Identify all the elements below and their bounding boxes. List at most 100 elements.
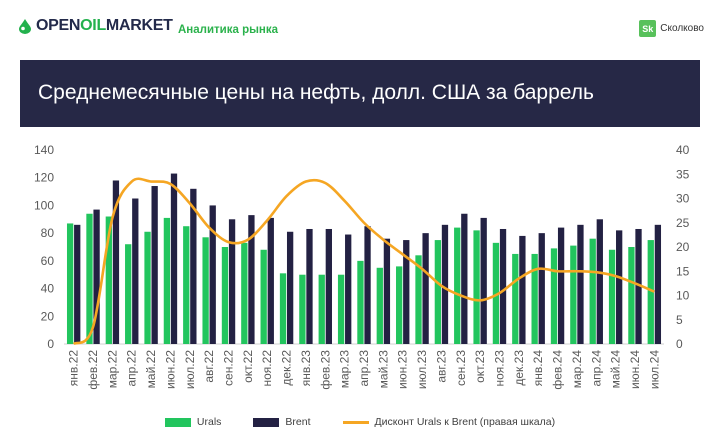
x-tick-label: июл.24	[647, 350, 661, 389]
bar-urals	[144, 231, 151, 344]
bar-brent	[325, 228, 332, 344]
x-tick-label: янв.24	[531, 350, 545, 387]
x-tick-label: ноя.23	[492, 350, 506, 387]
y-left-tick-label: 80	[41, 226, 55, 240]
bar-brent	[519, 235, 526, 344]
bar-urals	[183, 226, 190, 344]
x-tick-label: сен.22	[222, 350, 236, 386]
x-tick-label: дек.23	[512, 350, 526, 386]
bar-urals	[628, 247, 635, 344]
x-tick-label: июл.23	[415, 350, 429, 389]
logo-suffix: MARKET	[105, 17, 173, 34]
x-tick-label: янв.22	[67, 350, 81, 387]
x-tick-label: окт.22	[241, 350, 255, 383]
bar-urals	[241, 242, 248, 344]
chart-title: Среднемесячные цены на нефть, долл. США …	[38, 81, 594, 104]
bar-brent	[654, 224, 662, 344]
openoilmarket-logo[interactable]: OPENOILMARKET	[17, 17, 173, 35]
x-tick-label: июн.23	[396, 350, 410, 389]
bar-urals	[531, 253, 538, 344]
y-left-tick-label: 20	[41, 309, 55, 323]
skolkovo-name: Сколково	[660, 23, 704, 34]
bar-urals	[589, 238, 596, 344]
bar-brent	[538, 233, 545, 344]
bar-urals	[105, 216, 112, 344]
tagline: Аналитика рынка	[178, 24, 279, 36]
bar-urals	[434, 240, 442, 344]
y-left-tick-label: 0	[47, 337, 54, 351]
bar-urals	[608, 249, 616, 344]
bar-brent	[151, 186, 158, 344]
title-band: Среднемесячные цены на нефть, долл. США …	[20, 60, 700, 127]
bar-brent	[441, 224, 449, 344]
bar-brent	[267, 217, 274, 344]
x-tick-label: янв.23	[299, 350, 313, 387]
bar-urals	[260, 249, 267, 344]
bar-brent	[557, 227, 565, 344]
x-tick-label: май.22	[144, 350, 158, 389]
x-tick-label: июн.24	[628, 350, 642, 389]
y-right-tick-label: 35	[676, 167, 690, 181]
x-tick-label: авг.23	[434, 350, 448, 383]
x-tick-label: июл.22	[183, 350, 197, 389]
legend-swatch-discount	[342, 420, 369, 424]
bar-urals	[125, 244, 132, 344]
oil-drop-icon	[19, 19, 31, 34]
x-tick-label: ноя.22	[260, 350, 274, 387]
y-right-tick-label: 5	[676, 313, 683, 327]
bar-brent	[132, 198, 139, 344]
bar-brent	[286, 231, 294, 344]
bar-brent	[383, 238, 391, 344]
bar-urals	[163, 217, 171, 344]
bar-brent	[93, 209, 100, 344]
bar-brent	[616, 230, 623, 344]
x-tick-label: фев.23	[318, 350, 332, 390]
y-right-tick-label: 10	[676, 289, 690, 303]
logo-prefix: OPEN	[36, 17, 81, 34]
bar-brent	[403, 240, 410, 344]
legend-label-brent: Brent	[285, 416, 311, 428]
y-right-tick-label: 25	[676, 216, 690, 230]
y-left-tick-label: 140	[34, 143, 54, 157]
bar-urals	[473, 230, 480, 344]
bar-brent	[461, 213, 468, 344]
x-tick-label: мар.23	[338, 350, 352, 389]
legend-item-discount: Дисконт Urals к Brent (правая шкала)	[342, 416, 555, 428]
bar-urals	[86, 213, 93, 344]
bar-brent	[480, 217, 487, 344]
bar-brent	[306, 228, 313, 344]
x-tick-label: фев.24	[551, 350, 565, 390]
y-right-tick-label: 20	[676, 240, 690, 254]
bar-urals	[512, 253, 519, 344]
legend-item-urals: Urals	[164, 416, 221, 428]
bar-brent	[228, 219, 236, 344]
bar-brent	[74, 224, 81, 344]
bar-brent	[248, 215, 255, 344]
bar-urals	[570, 245, 577, 344]
bar-urals	[318, 274, 325, 344]
bar-urals	[66, 223, 74, 344]
x-tick-label: май.24	[609, 350, 623, 389]
bar-urals	[299, 274, 306, 344]
bar-brent	[596, 219, 603, 344]
bar-brent	[209, 205, 216, 344]
legend-swatch-urals	[164, 417, 191, 427]
y-right-tick-label: 15	[676, 264, 690, 278]
x-tick-label: апр.23	[357, 350, 371, 387]
bar-brent	[422, 233, 429, 344]
x-tick-label: авг.22	[202, 350, 216, 383]
x-tick-label: дек.22	[280, 350, 294, 386]
y-right-tick-label: 40	[676, 143, 690, 157]
bar-urals	[202, 237, 209, 344]
y-right-tick-label: 30	[676, 192, 690, 206]
header-bar: OPENOILMARKET Аналитика рынка Sk Сколков…	[0, 0, 720, 58]
bar-brent	[577, 224, 584, 344]
y-left-tick-label: 120	[34, 171, 54, 185]
oil-price-chart: 0 20 40 60 80 100 120 140 0 5 10 15 20 25 30 35 40 янв.22…	[34, 143, 690, 390]
bar-urals	[492, 242, 500, 344]
x-tick-label: апр.24	[589, 350, 603, 387]
bar-urals	[376, 267, 383, 344]
bar-urals	[550, 248, 558, 344]
bar-brent	[190, 188, 197, 344]
bar-brent	[170, 173, 178, 344]
